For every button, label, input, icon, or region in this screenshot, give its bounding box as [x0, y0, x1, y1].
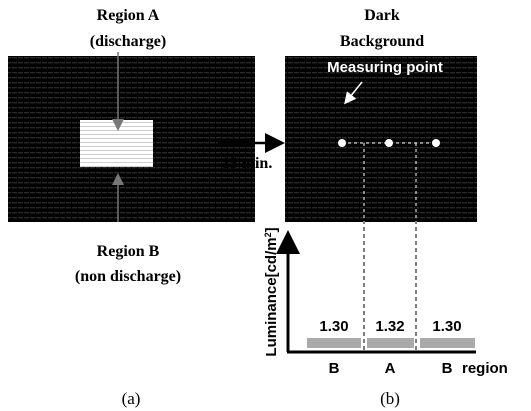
bar — [367, 338, 414, 348]
y-axis-label: Luminance[cd/m2] — [263, 227, 280, 356]
measuring-point-label: Measuring point — [327, 59, 443, 76]
caption: (b) — [380, 389, 400, 408]
figure: Region A (discharge) Region B (non disch… — [0, 0, 531, 411]
bar-value: 1.30 — [432, 318, 461, 335]
bar — [420, 338, 475, 348]
measuring-point — [432, 139, 440, 147]
bar-value: 1.30 — [319, 318, 348, 335]
time-label: 15 min. — [222, 155, 273, 172]
bar-label: A — [385, 360, 396, 377]
bar — [307, 338, 361, 348]
region-b-label: Region B — [97, 243, 160, 260]
discharge-region — [80, 120, 153, 167]
region-a-sub: (discharge) — [90, 33, 166, 50]
panel-b-title: Dark — [364, 7, 400, 24]
region-b-sub: (non discharge) — [75, 268, 181, 285]
measuring-point — [338, 139, 346, 147]
x-axis-label: region — [462, 360, 508, 377]
caption: (a) — [122, 389, 141, 408]
bar-label: B — [329, 360, 340, 377]
region-a-label: Region A — [97, 7, 160, 24]
bar-value: 1.32 — [375, 318, 404, 335]
panel-b-image — [285, 56, 477, 222]
panel-b-title: Background — [340, 33, 424, 50]
measuring-point — [385, 139, 393, 147]
bar-label: B — [442, 360, 453, 377]
